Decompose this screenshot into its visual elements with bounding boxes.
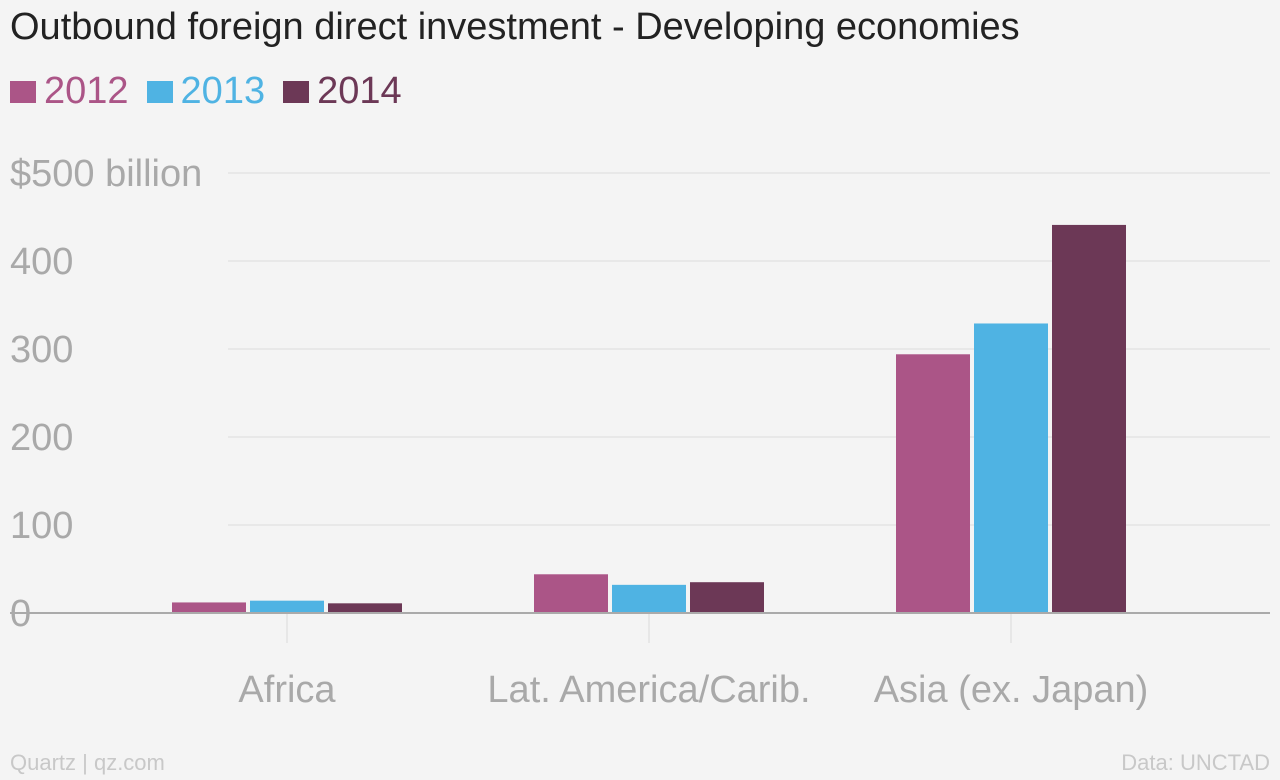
bar-2012-0 [172, 602, 246, 613]
legend-swatch [146, 80, 173, 103]
y-tick-label: 400 [10, 241, 73, 283]
y-tick-label: 100 [10, 505, 73, 547]
bar-2013-1 [612, 584, 686, 613]
y-tick-label: 300 [10, 329, 73, 371]
source-text: Data: UNCTAD [1121, 750, 1270, 775]
legend-item-2013: 2013 [146, 70, 266, 113]
x-tick-label: Lat. America/Carib. [487, 669, 810, 711]
bar-2014-2 [1052, 224, 1126, 614]
legend-swatch [10, 80, 36, 103]
bar-2012-2 [896, 354, 970, 613]
x-tick-label: Africa [238, 669, 336, 711]
chart-legend: 2012 2013 2014 [10, 70, 420, 113]
bar-2014-0 [328, 603, 402, 613]
x-tick-label: Asia (ex. Japan) [874, 669, 1149, 711]
legend-swatch [283, 80, 310, 103]
y-tick-label: 200 [10, 417, 73, 459]
credit-text: Quartz | qz.com [10, 750, 165, 775]
bar-2014-1 [690, 582, 764, 613]
legend-item-2014: 2014 [283, 70, 402, 113]
chart-title: Outbound foreign direct investment - Dev… [10, 6, 1020, 48]
legend-label: 2013 [180, 70, 266, 112]
bar-2012-1 [534, 574, 608, 613]
legend-label: 2012 [44, 70, 129, 112]
legend-item-2012: 2012 [10, 70, 129, 113]
y-tick-label: $500 billion [10, 153, 202, 195]
bar-2013-0 [250, 600, 324, 613]
bar-2013-2 [974, 323, 1048, 613]
legend-label: 2014 [317, 70, 402, 112]
